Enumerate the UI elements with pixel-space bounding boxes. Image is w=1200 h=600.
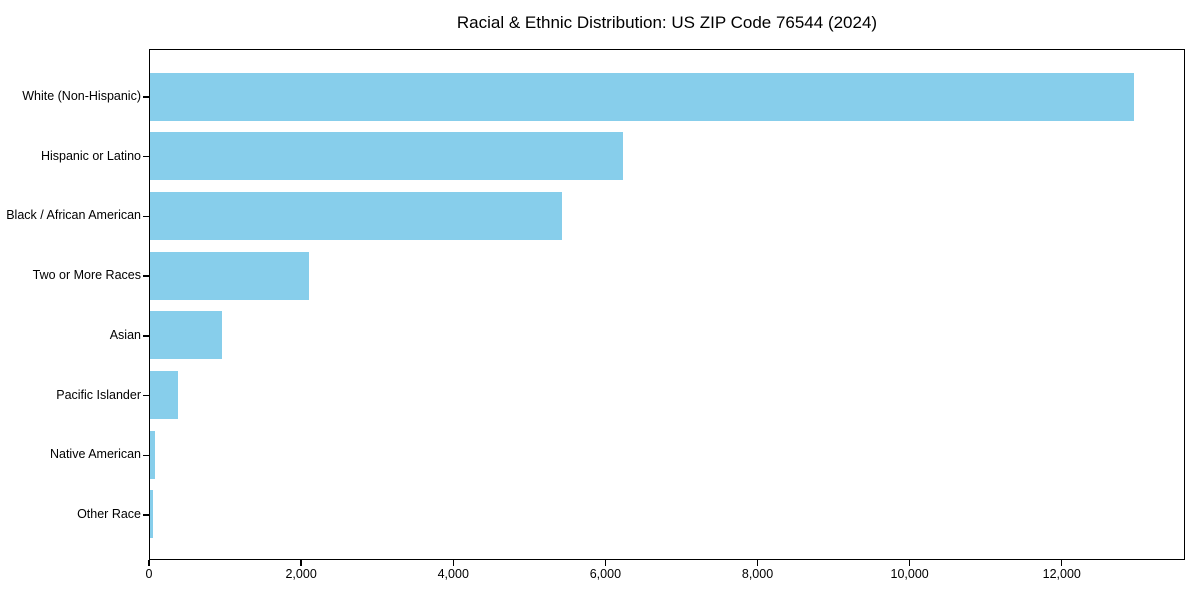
y-tick-label: Two or More Races xyxy=(32,268,141,283)
y-tick xyxy=(143,156,149,158)
y-tick xyxy=(143,514,149,516)
chart-title: Racial & Ethnic Distribution: US ZIP Cod… xyxy=(456,13,878,32)
x-tick-label: 8,000 xyxy=(741,567,774,581)
x-tick xyxy=(300,560,302,566)
y-tick-label: Black / African American xyxy=(6,208,141,223)
y-tick-label: Other Race xyxy=(77,506,141,521)
x-tick xyxy=(908,560,911,566)
y-tick-label: Native American xyxy=(49,447,141,462)
x-tick-label: 12,000 xyxy=(1042,567,1081,581)
y-tick xyxy=(143,335,149,337)
bar-two-or-more-races xyxy=(150,251,310,300)
bar-white-non-hispanic xyxy=(150,72,1135,121)
x-tick-label: 6,000 xyxy=(589,567,622,581)
y-tick xyxy=(143,454,149,456)
bar-hispanic-or-latino xyxy=(150,132,624,181)
bar-native-american xyxy=(150,430,156,479)
y-tick-label: Pacific Islander xyxy=(56,387,141,402)
bars-layer xyxy=(150,50,1184,559)
y-tick-label: White (Non-Hispanic) xyxy=(22,89,141,103)
x-tick-label: 0 xyxy=(145,567,153,581)
x-tick xyxy=(604,560,607,566)
bar-black-african-american xyxy=(150,191,562,240)
x-tick xyxy=(452,560,454,566)
bar-pacific-islander xyxy=(150,371,179,420)
y-tick-label: Asian xyxy=(109,327,141,342)
y-tick-label: Hispanic or Latino xyxy=(40,148,141,163)
x-tick xyxy=(148,560,150,566)
x-tick-label: 4,000 xyxy=(437,567,469,581)
x-tick-label: 10,000 xyxy=(890,567,929,581)
y-tick xyxy=(143,394,149,397)
x-tick-label: 2,000 xyxy=(285,567,317,581)
y-tick xyxy=(143,96,149,98)
plot-area xyxy=(149,49,1185,560)
bar-asian xyxy=(150,311,223,360)
y-tick xyxy=(143,275,149,277)
x-tick xyxy=(1061,560,1063,566)
y-tick xyxy=(143,215,149,218)
bar-other-race xyxy=(150,490,154,539)
x-tick xyxy=(756,560,759,566)
